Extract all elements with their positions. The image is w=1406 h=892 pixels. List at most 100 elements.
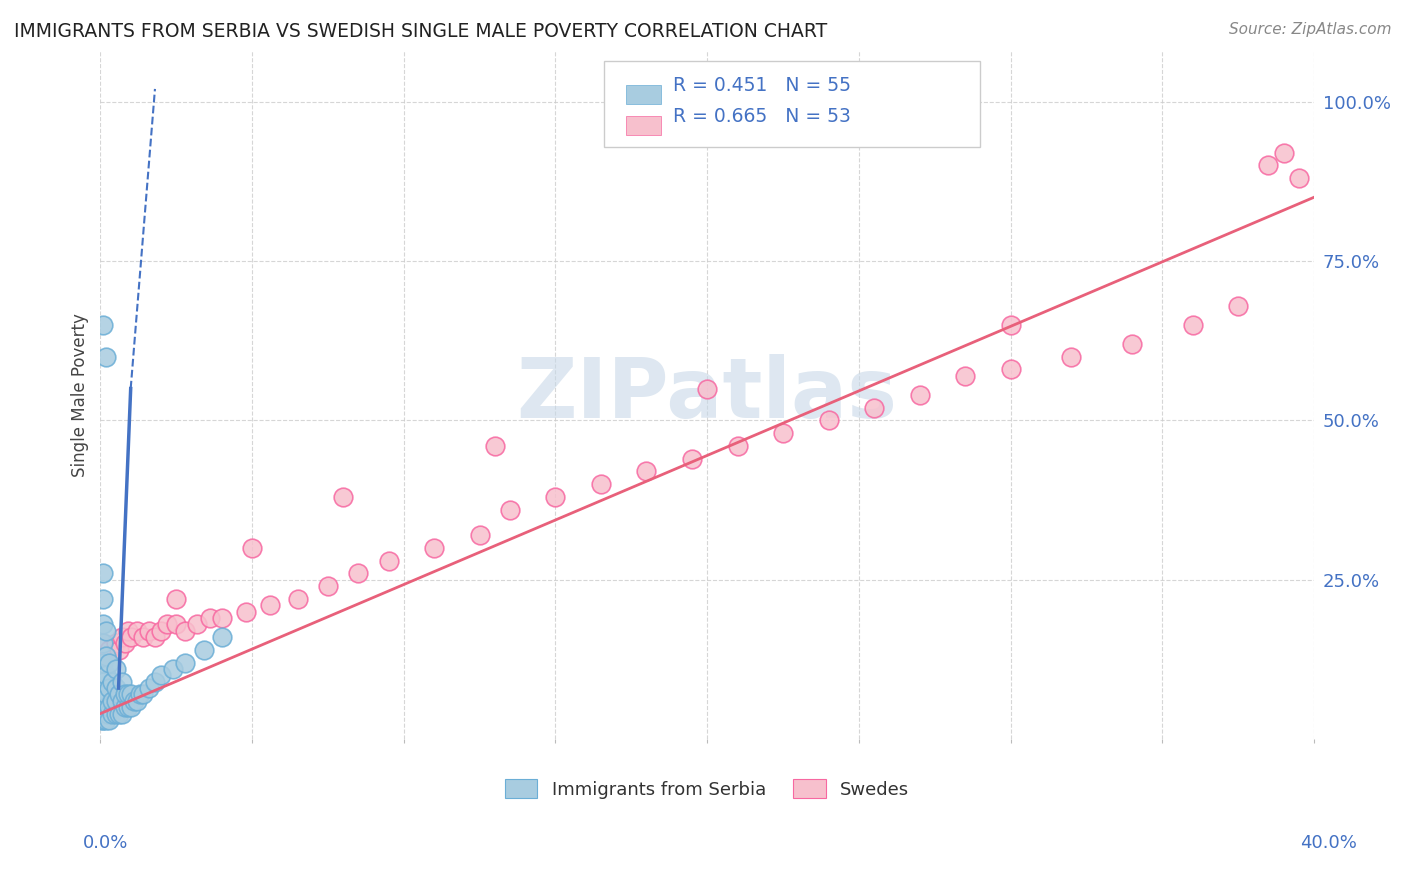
Point: [107, 706, 129, 721]
Point: [110, 706, 132, 721]
Point: [1181, 318, 1204, 332]
Point: [117, 688, 139, 702]
Point: [211, 611, 233, 625]
Point: [120, 688, 142, 702]
Point: [499, 502, 522, 516]
Point: [1000, 318, 1022, 332]
Point: [101, 694, 124, 708]
Point: [174, 656, 197, 670]
Point: [1257, 158, 1279, 172]
Point: [94, 706, 117, 721]
Point: [93, 713, 115, 727]
Point: [110, 674, 132, 689]
Point: [125, 694, 148, 708]
Point: [544, 490, 567, 504]
Point: [316, 579, 339, 593]
Text: R = 0.665   N = 53: R = 0.665 N = 53: [673, 106, 851, 126]
Point: [132, 630, 155, 644]
Point: [117, 700, 139, 714]
Point: [104, 636, 127, 650]
Point: [132, 688, 155, 702]
Point: [96, 350, 118, 364]
Point: [90, 713, 112, 727]
Point: [93, 318, 115, 332]
Point: [120, 700, 142, 714]
Point: [101, 706, 124, 721]
Point: [696, 382, 718, 396]
Point: [240, 541, 263, 555]
Point: [1121, 337, 1143, 351]
Legend: Immigrants from Serbia, Swedes: Immigrants from Serbia, Swedes: [498, 772, 917, 805]
Point: [104, 681, 127, 695]
Point: [93, 617, 115, 632]
Point: [107, 688, 129, 702]
Point: [93, 566, 115, 581]
Text: Source: ZipAtlas.com: Source: ZipAtlas.com: [1229, 22, 1392, 37]
Point: [93, 688, 115, 702]
Point: [90, 700, 112, 714]
Point: [1272, 145, 1295, 160]
Text: IMMIGRANTS FROM SERBIA VS SWEDISH SINGLE MALE POVERTY CORRELATION CHART: IMMIGRANTS FROM SERBIA VS SWEDISH SINGLE…: [14, 22, 827, 41]
Point: [377, 554, 399, 568]
Point: [193, 643, 215, 657]
Point: [107, 643, 129, 657]
Point: [96, 700, 118, 714]
Point: [198, 611, 221, 625]
Text: 0.0%: 0.0%: [83, 834, 128, 852]
Point: [863, 401, 886, 415]
Text: ZIPatlas: ZIPatlas: [516, 354, 897, 435]
FancyBboxPatch shape: [626, 86, 661, 103]
Point: [104, 662, 127, 676]
Point: [772, 426, 794, 441]
Point: [235, 605, 257, 619]
Point: [110, 630, 132, 644]
Point: [259, 599, 281, 613]
Point: [96, 624, 118, 638]
Point: [1000, 362, 1022, 376]
Point: [117, 624, 139, 638]
Point: [681, 451, 703, 466]
Point: [165, 591, 187, 606]
Point: [98, 713, 121, 727]
Point: [91, 706, 114, 721]
Point: [162, 662, 184, 676]
Point: [589, 477, 612, 491]
Y-axis label: Single Male Poverty: Single Male Poverty: [72, 313, 89, 477]
Point: [211, 630, 233, 644]
Point: [817, 413, 839, 427]
Point: [98, 643, 121, 657]
Point: [186, 617, 208, 632]
Point: [174, 624, 197, 638]
Point: [287, 591, 309, 606]
Point: [128, 688, 150, 702]
Point: [93, 636, 115, 650]
Point: [156, 617, 179, 632]
Point: [125, 624, 148, 638]
Point: [93, 674, 115, 689]
Text: 40.0%: 40.0%: [1301, 834, 1357, 852]
FancyBboxPatch shape: [626, 117, 661, 135]
Point: [1060, 350, 1083, 364]
Point: [908, 388, 931, 402]
Point: [484, 439, 506, 453]
Point: [138, 681, 160, 695]
Point: [104, 694, 127, 708]
Point: [114, 688, 136, 702]
Point: [423, 541, 446, 555]
Point: [138, 624, 160, 638]
Point: [1227, 299, 1250, 313]
Point: [122, 694, 145, 708]
Point: [143, 674, 166, 689]
Point: [114, 700, 136, 714]
FancyBboxPatch shape: [605, 61, 980, 147]
Point: [150, 624, 173, 638]
Point: [332, 490, 354, 504]
Point: [93, 636, 115, 650]
Point: [110, 694, 132, 708]
Point: [98, 681, 121, 695]
Point: [96, 713, 118, 727]
Point: [96, 688, 118, 702]
Point: [97, 706, 120, 721]
Point: [98, 700, 121, 714]
Point: [98, 656, 121, 670]
